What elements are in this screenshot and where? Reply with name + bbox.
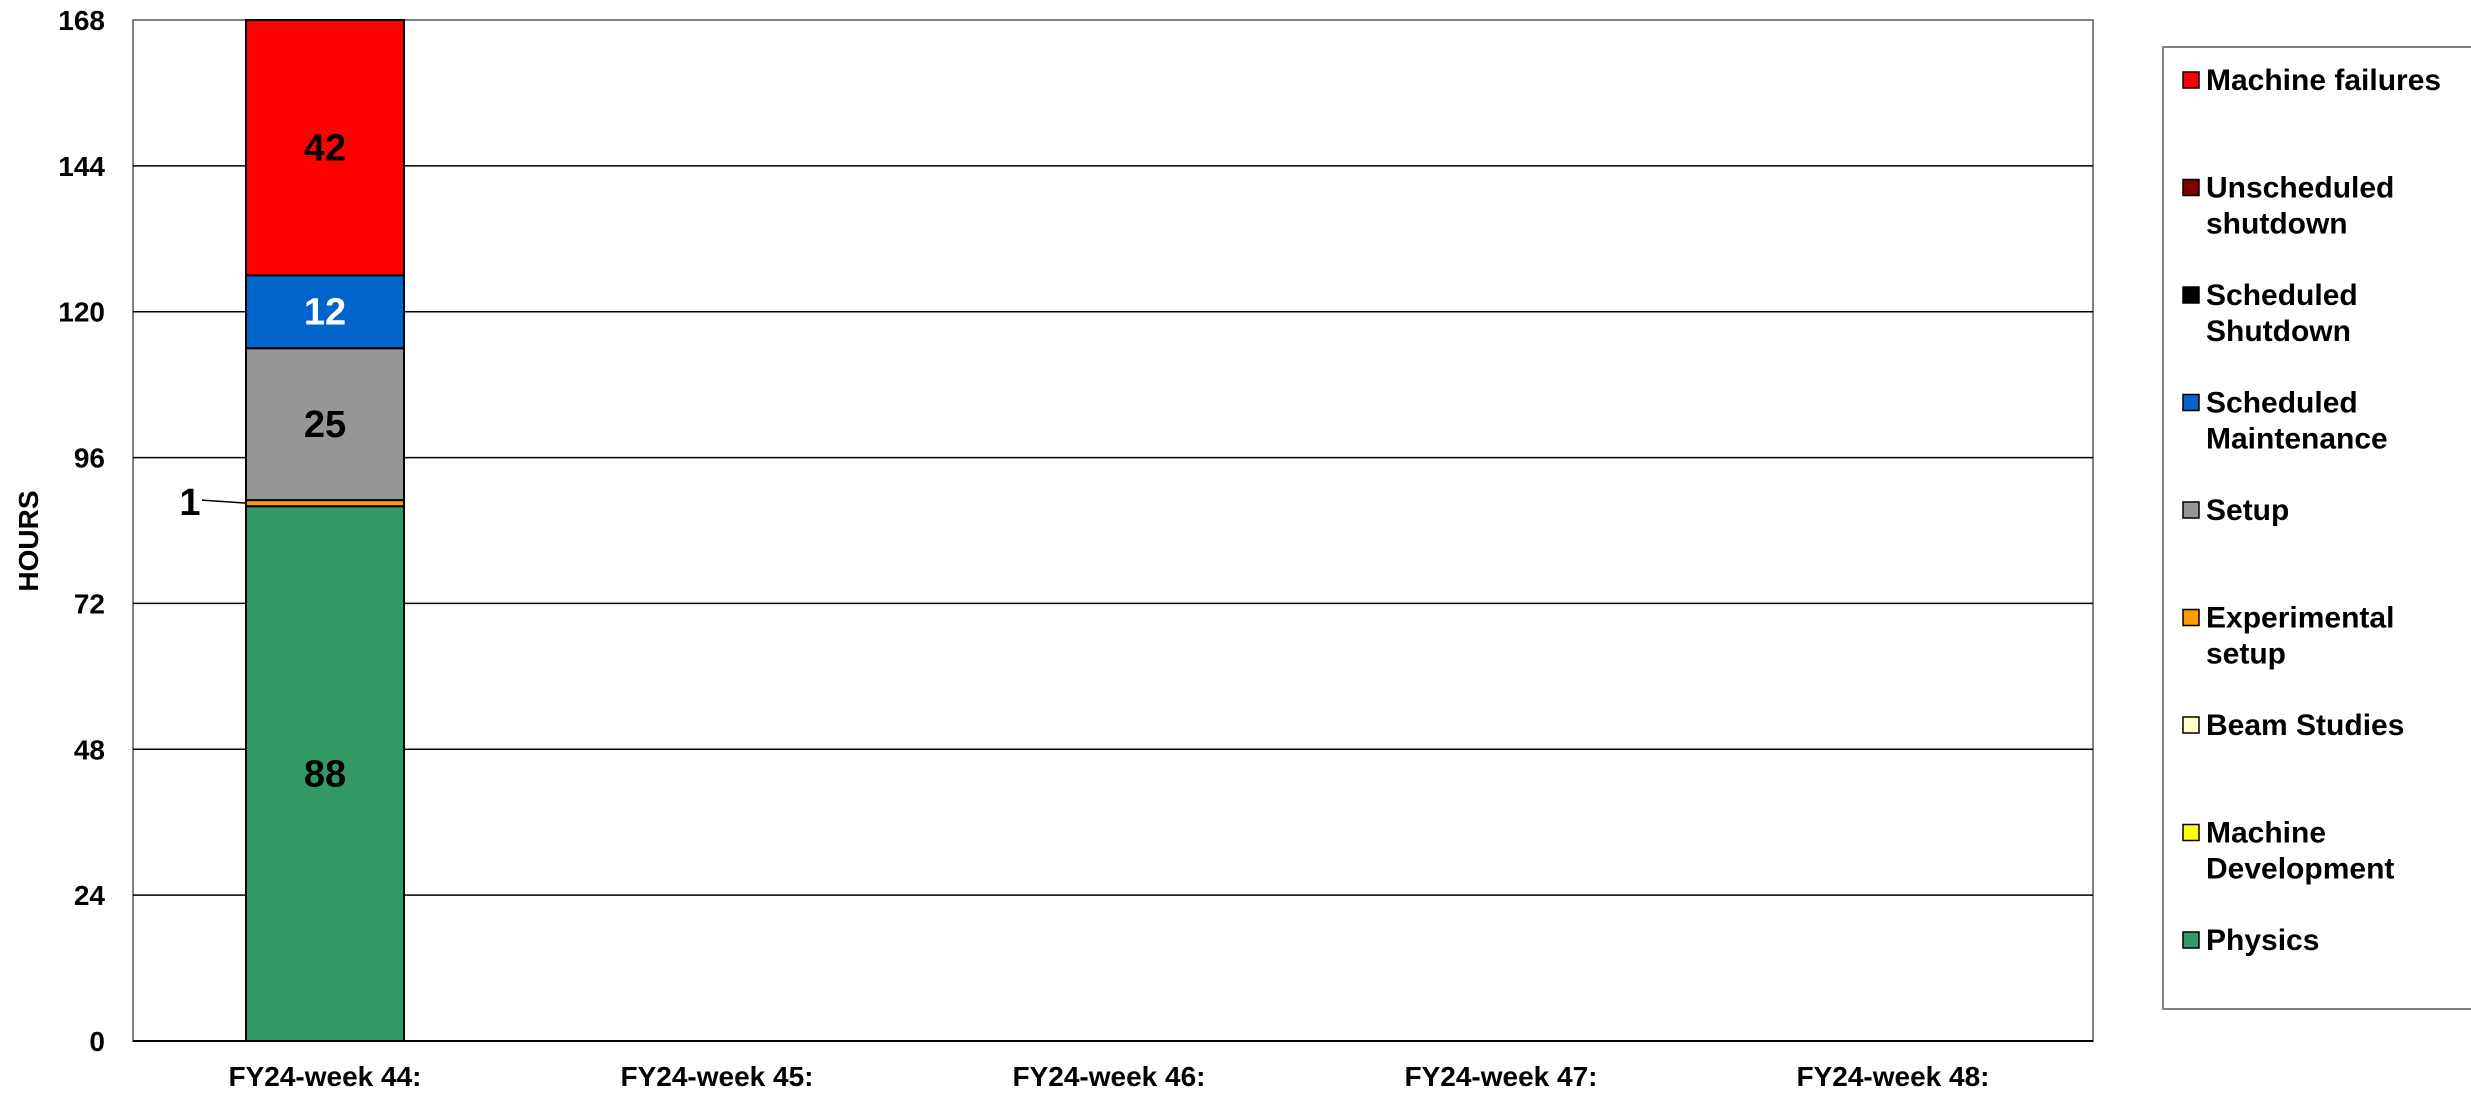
data-label: 1 [179,482,200,524]
bar-segment [245,347,405,502]
y-tick-label: 144 [58,151,105,182]
legend-item: Unscheduled shutdown [2182,172,2394,241]
legend-swatch [2182,716,2200,734]
x-tick-label: FY24-week 46: [1013,1061,1206,1092]
legend-label: Experimental setup [2206,602,2394,671]
y-tick-label: 96 [74,443,105,474]
bars: 88 1 25 12 42 [179,19,405,1042]
y-tick-label: 24 [74,880,106,911]
data-label: 12 [304,292,346,334]
bar-segment [245,19,405,277]
plot-area [132,19,2094,1042]
legend-swatch [2182,823,2200,842]
x-tick-label: FY24-week 48: [1797,1061,1990,1092]
legend-label: Beam Studies [2206,709,2404,742]
x-tick-label: FY24-week 47: [1405,1061,1598,1092]
data-label: 88 [304,754,346,796]
legend-item: Experimental setup [2182,602,2394,671]
legend-swatch [2182,393,2200,412]
legend-swatch [2182,501,2200,519]
data-label: 25 [304,404,346,446]
legend-item: Beam Studies [2182,709,2404,742]
x-tick-label: FY24-week 44: [229,1061,422,1092]
legend-label: Machine failures [2206,64,2441,97]
legend-label: Physics [2206,924,2319,957]
y-tick-label: 72 [74,588,105,619]
legend-swatch [2182,178,2200,197]
legend-label: Unscheduled shutdown [2206,172,2394,241]
legend-item: Scheduled Shutdown [2182,279,2358,348]
legend-item: Machine failures [2182,64,2441,97]
y-tick-label: 120 [58,297,105,328]
legend-box [2162,46,2471,1010]
y-tick-label: 48 [74,734,105,765]
gridlines [133,165,2093,896]
legend-label: Setup [2206,494,2289,527]
y-tick-label: 168 [58,5,105,36]
data-label-leader [201,499,247,504]
legend-swatch [2182,286,2200,304]
legend-label: Machine Development [2206,817,2394,886]
y-tick-label: 0 [89,1026,105,1057]
legend-item: Scheduled Maintenance [2182,387,2388,456]
x-axis-ticks: FY24-week 44: FY24-week 45: FY24-week 46: F… [229,1061,1990,1092]
legend-item: Setup [2182,494,2289,527]
legend-item: Physics [2182,924,2319,957]
data-label: 42 [304,128,346,170]
legend-swatch [2182,931,2200,949]
legend: Machine failures Unscheduled shutdown Sched… [2162,46,2471,1010]
legend-swatch [2182,71,2200,89]
legend-item: Machine Development [2182,817,2394,886]
legend-label: Scheduled Shutdown [2206,279,2358,348]
x-tick-label: FY24-week 45: [621,1061,814,1092]
legend-label: Scheduled Maintenance [2206,387,2388,456]
legend-swatch [2182,608,2200,627]
y-axis-label: HOURS [13,490,44,591]
y-axis-ticks: 0 24 48 72 96 120 144 168 [58,5,105,1057]
